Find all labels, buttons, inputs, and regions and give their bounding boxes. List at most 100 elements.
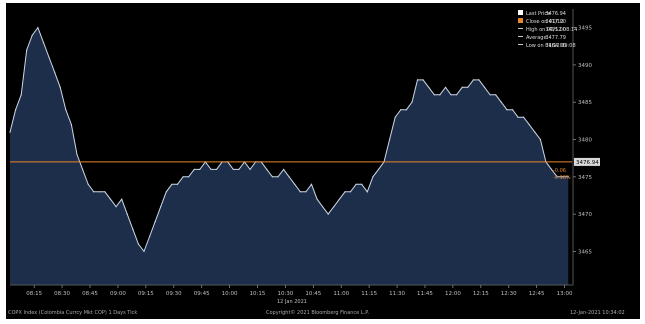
- last-value-label: 3476.94: [576, 160, 599, 166]
- price-point-92: [523, 116, 525, 118]
- y-tick-label-3480: 3480: [578, 138, 592, 144]
- price-point-94: [534, 131, 536, 133]
- price-point-62: [355, 183, 357, 185]
- legend-swatch-0: [518, 10, 523, 15]
- price-point-93: [528, 124, 530, 126]
- price-point-36: [210, 168, 212, 170]
- price-point-98: [556, 176, 558, 178]
- price-point-25: [149, 235, 151, 238]
- x-tick-label-1145: 11:45: [417, 291, 433, 297]
- y-tick-label-3475: 3475: [578, 175, 592, 181]
- price-point-49: [283, 168, 285, 170]
- price-point-88: [500, 101, 502, 103]
- legend-label-2: High on 01/12 08:14: [526, 27, 577, 33]
- price-point-73: [416, 79, 419, 81]
- price-point-100: [567, 176, 569, 178]
- legend-value-2: 3495.00: [545, 27, 566, 33]
- price-point-32: [188, 176, 190, 178]
- price-point-57: [327, 213, 329, 215]
- bloomberg-chart-terminal: 3465 3470 3475 3480 3485 3490 3495 08:15 08:30 08…: [6, 3, 640, 319]
- x-tick-label-1000: 10:00: [222, 291, 238, 297]
- price-point-74: [422, 79, 424, 81]
- price-point-33: [193, 168, 195, 170]
- price-point-29: [171, 183, 173, 185]
- price-point-65: [372, 176, 374, 178]
- price-point-18: [109, 198, 112, 200]
- price-point-81: [461, 86, 463, 88]
- price-point-4: [31, 34, 33, 36]
- price-point-34: [199, 168, 201, 170]
- price-point-97: [550, 168, 553, 170]
- price-point-30: [176, 183, 179, 185]
- price-point-0: [9, 131, 11, 133]
- price-point-8: [54, 71, 56, 73]
- price-point-12: [76, 153, 78, 156]
- x-tick-label-1230: 12:30: [501, 291, 517, 297]
- x-date-label: 12 Jan 2021: [277, 299, 307, 305]
- price-point-51: [294, 183, 296, 185]
- price-point-2: [20, 94, 22, 96]
- price-point-13: [82, 168, 84, 170]
- price-point-27: [160, 206, 162, 208]
- price-point-56: [322, 206, 324, 208]
- legend-value-4: 3464.00: [545, 43, 566, 49]
- price-point-9: [59, 86, 61, 88]
- price-point-59: [338, 198, 340, 200]
- price-point-14: [87, 183, 89, 185]
- footer-security-label: COPX Index (Colombia Currcy Mkt COP) 1 D…: [8, 310, 138, 316]
- x-tick-label-1130: 11:30: [389, 291, 405, 297]
- price-point-20: [121, 198, 123, 200]
- x-tick-label-0930: 09:30: [166, 291, 182, 297]
- price-point-99: [562, 176, 564, 178]
- legend-label-3: Average: [526, 35, 547, 41]
- footer-copyright: Copyright© 2021 Bloomberg Finance L.P.: [266, 310, 370, 316]
- price-point-72: [411, 101, 413, 103]
- price-point-52: [299, 191, 301, 193]
- price-point-11: [70, 124, 72, 126]
- legend-value-0: 3476.94: [545, 11, 566, 17]
- price-point-40: [232, 168, 234, 170]
- y-tick-label-3490: 3490: [578, 63, 592, 69]
- change-abs-label: -0.06: [553, 168, 566, 174]
- price-point-61: [349, 191, 352, 193]
- x-tick-label-1215: 12:15: [473, 291, 489, 297]
- price-point-15: [93, 191, 95, 193]
- y-tick-label-3485: 3485: [578, 100, 592, 106]
- legend-value-1: 3477.00: [545, 19, 566, 25]
- price-area-chart: 3465 3470 3475 3480 3485 3490 3495 08:15 08:30 08…: [6, 3, 640, 319]
- price-point-66: [377, 168, 380, 170]
- price-point-28: [165, 191, 167, 193]
- legend-swatch-1: [518, 18, 523, 23]
- x-tick-label-1045: 10:45: [305, 291, 321, 297]
- price-point-3: [26, 49, 28, 51]
- price-point-31: [182, 176, 184, 178]
- price-point-86: [489, 94, 491, 96]
- price-point-76: [433, 94, 435, 96]
- y-tick-label-3470: 3470: [578, 212, 592, 218]
- price-point-58: [333, 206, 335, 208]
- price-point-71: [405, 109, 407, 111]
- price-point-37: [216, 168, 218, 170]
- price-point-83: [472, 79, 474, 81]
- price-point-95: [539, 138, 542, 141]
- x-tick-label-1300: 13:00: [557, 291, 573, 297]
- price-point-90: [511, 109, 514, 111]
- x-tick-label-1115: 11:15: [361, 291, 377, 297]
- price-point-80: [456, 94, 458, 96]
- x-tick-label-0815: 08:15: [26, 291, 42, 297]
- price-point-82: [467, 86, 469, 88]
- price-point-64: [366, 191, 368, 193]
- price-point-5: [37, 27, 39, 29]
- price-point-63: [361, 183, 363, 185]
- price-point-87: [495, 94, 497, 96]
- price-point-77: [439, 94, 441, 96]
- x-tick-label-1245: 12:45: [529, 291, 545, 297]
- price-point-53: [305, 191, 307, 193]
- footer-timestamp: 12-Jan-2021 10:34:02: [570, 310, 625, 316]
- price-point-7: [48, 56, 50, 59]
- x-tick-label-0945: 09:45: [194, 291, 210, 297]
- price-point-85: [483, 86, 486, 88]
- x-tick-label-1100: 11:00: [333, 291, 349, 297]
- price-point-54: [310, 183, 313, 185]
- change-pct-label: -0.16%: [553, 175, 571, 181]
